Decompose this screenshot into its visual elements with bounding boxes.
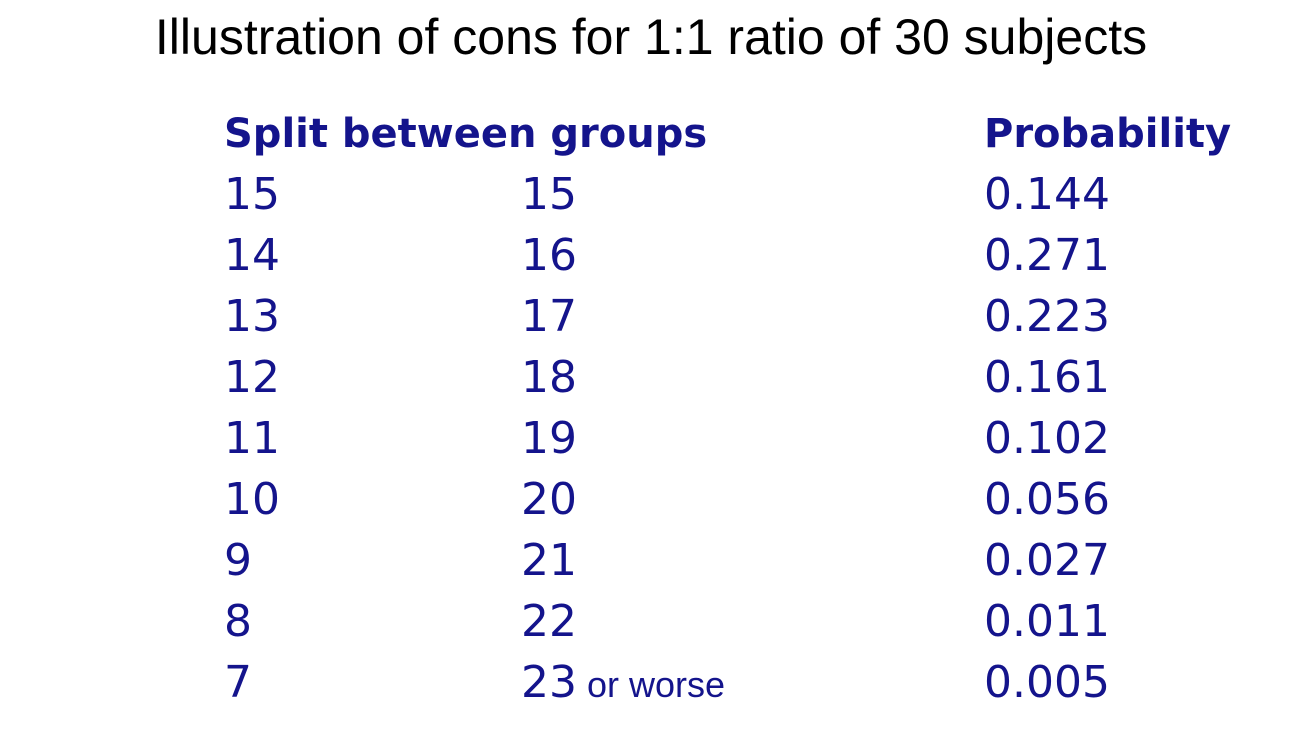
table-row: 8 22 0.011 [224, 593, 1284, 654]
group-b-cell: 22 [521, 593, 577, 651]
group-a-cell: 13 [224, 291, 280, 342]
table-body: 15 15 0.144 14 16 0.271 13 17 0.223 12 1… [224, 166, 1284, 715]
group-b-cell: 19 [521, 410, 577, 468]
probability-cell: 0.223 [984, 291, 1110, 342]
group-b-cell: 20 [521, 471, 577, 529]
group-b-value: 22 [521, 596, 577, 647]
group-b-cell: 21 [521, 532, 577, 590]
group-b-cell: 16 [521, 227, 577, 285]
group-a-cell: 11 [224, 413, 280, 464]
group-a-cell: 15 [224, 169, 280, 220]
group-a-cell: 12 [224, 352, 280, 403]
group-b-value: 21 [521, 535, 577, 586]
group-b-value: 19 [521, 413, 577, 464]
table-row: 13 17 0.223 [224, 288, 1284, 349]
group-b-value: 17 [521, 291, 577, 342]
group-b-cell: 18 [521, 349, 577, 407]
table-row: 10 20 0.056 [224, 471, 1284, 532]
probability-table: Split between groups Probability 15 15 0… [224, 108, 1284, 728]
group-b-value: 18 [521, 352, 577, 403]
group-a-cell: 7 [224, 657, 252, 708]
page-title: Illustration of cons for 1:1 ratio of 30… [154, 9, 1148, 65]
probability-cell: 0.144 [984, 169, 1110, 220]
probability-cell: 0.027 [984, 535, 1110, 586]
table-row: 12 18 0.161 [224, 349, 1284, 410]
group-a-cell: 10 [224, 474, 280, 525]
probability-cell: 0.102 [984, 413, 1110, 464]
probability-cell: 0.161 [984, 352, 1110, 403]
group-a-cell: 9 [224, 535, 252, 586]
group-b-value: 23 [521, 657, 577, 708]
group-a-cell: 14 [224, 230, 280, 281]
probability-cell: 0.005 [984, 657, 1110, 708]
group-b-cell: 17 [521, 288, 577, 346]
probability-cell: 0.056 [984, 474, 1110, 525]
probability-cell: 0.271 [984, 230, 1110, 281]
group-b-suffix: or worse [587, 664, 726, 705]
probability-cell: 0.011 [984, 596, 1110, 647]
group-b-cell: 15 [521, 166, 577, 224]
table-row: 15 15 0.144 [224, 166, 1284, 227]
probability-column-header: Probability [984, 111, 1232, 157]
table-row: 9 21 0.027 [224, 532, 1284, 593]
group-b-value: 20 [521, 474, 577, 525]
group-b-value: 16 [521, 230, 577, 281]
table-row: 14 16 0.271 [224, 227, 1284, 288]
group-b-value: 15 [521, 169, 577, 220]
split-column-header: Split between groups [224, 111, 708, 157]
group-b-cell: 23 or worse [521, 654, 725, 714]
table-row: 11 19 0.102 [224, 410, 1284, 471]
table-row: 7 23 or worse 0.005 [224, 654, 1284, 715]
group-a-cell: 8 [224, 596, 252, 647]
